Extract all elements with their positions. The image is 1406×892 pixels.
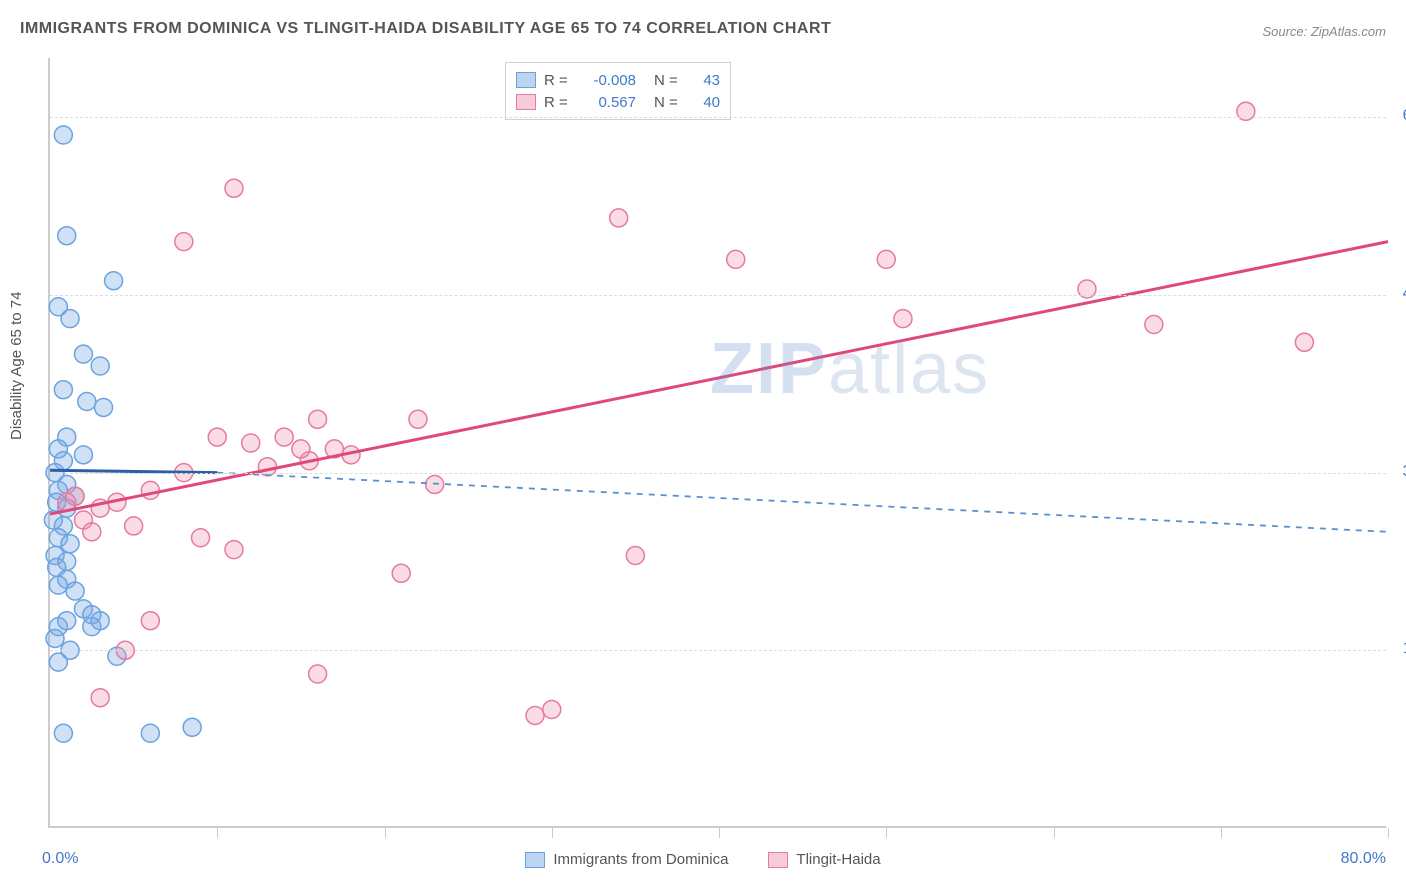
x-tick [1221, 828, 1222, 838]
data-point [225, 179, 243, 197]
y-tick-label: 30.0% [1403, 463, 1406, 481]
r-label: R = [544, 72, 572, 89]
source-attribution: Source: ZipAtlas.com [1262, 24, 1386, 39]
data-point [141, 612, 159, 630]
legend-row: R = -0.008 N = 43 [516, 69, 720, 91]
data-point [83, 618, 101, 636]
gridline [50, 650, 1386, 651]
data-point [74, 345, 92, 363]
data-point [877, 250, 895, 268]
data-point [225, 541, 243, 559]
legend-item: Immigrants from Dominica [525, 851, 728, 868]
x-tick [217, 828, 218, 838]
source-prefix: Source: [1262, 24, 1310, 39]
data-point [49, 653, 67, 671]
data-point [526, 706, 544, 724]
data-point [543, 701, 561, 719]
x-tick [552, 828, 553, 838]
legend-item: Tlingit-Haida [768, 851, 880, 868]
data-point [91, 357, 109, 375]
y-tick-label: 15.0% [1403, 640, 1406, 658]
data-point [105, 272, 123, 290]
legend-swatch [768, 852, 788, 868]
data-point [242, 434, 260, 452]
x-tick [385, 828, 386, 838]
legend-label: Immigrants from Dominica [553, 851, 728, 868]
data-point [91, 689, 109, 707]
data-point [309, 665, 327, 683]
data-point [392, 564, 410, 582]
data-point [54, 381, 72, 399]
data-point [192, 529, 210, 547]
gridline [50, 473, 1386, 474]
x-tick [886, 828, 887, 838]
n-value: 40 [690, 94, 720, 111]
plot-area: ZIPatlas R =-0.008N =43R =0.567N =40 15.… [48, 58, 1386, 828]
chart-title: IMMIGRANTS FROM DOMINICA VS TLINGIT-HAID… [20, 20, 831, 38]
data-point [78, 393, 96, 411]
x-tick [719, 828, 720, 838]
n-label: N = [654, 94, 682, 111]
y-tick-label: 45.0% [1403, 285, 1406, 303]
data-point [208, 428, 226, 446]
x-tick [1388, 828, 1389, 838]
data-point [95, 398, 113, 416]
legend-swatch [516, 94, 536, 110]
data-point [275, 428, 293, 446]
data-point [309, 410, 327, 428]
y-axis-title: Disability Age 65 to 74 [8, 292, 25, 440]
data-point [409, 410, 427, 428]
data-point [626, 547, 644, 565]
data-point [74, 446, 92, 464]
data-point [83, 523, 101, 541]
data-point [894, 310, 912, 328]
legend-label: Tlingit-Haida [796, 851, 880, 868]
data-point [61, 310, 79, 328]
data-point [183, 718, 201, 736]
y-tick-label: 60.0% [1403, 107, 1406, 125]
data-point [610, 209, 628, 227]
data-point [58, 612, 76, 630]
data-point [292, 440, 310, 458]
gridline [50, 295, 1386, 296]
legend-swatch [516, 72, 536, 88]
source-name: ZipAtlas.com [1311, 24, 1386, 39]
data-point [49, 576, 67, 594]
n-value: 43 [690, 72, 720, 89]
x-tick [1054, 828, 1055, 838]
data-point [1145, 316, 1163, 334]
chart-svg [50, 58, 1386, 826]
data-point [125, 517, 143, 535]
data-point [66, 582, 84, 600]
data-point [54, 126, 72, 144]
r-label: R = [544, 94, 572, 111]
data-point [727, 250, 745, 268]
data-point [54, 724, 72, 742]
trend-line [217, 473, 1388, 532]
data-point [141, 724, 159, 742]
legend-series: Immigrants from Dominica Tlingit-Haida [0, 851, 1406, 868]
legend-correlation: R = -0.008 N = 43 R = 0.567 N = 40 [505, 62, 731, 120]
data-point [175, 233, 193, 251]
n-label: N = [654, 72, 682, 89]
data-point [46, 629, 64, 647]
legend-swatch [525, 852, 545, 868]
data-point [58, 227, 76, 245]
gridline [50, 117, 1386, 118]
legend-row: R = 0.567 N = 40 [516, 91, 720, 113]
data-point [61, 535, 79, 553]
r-value: 0.567 [580, 94, 636, 111]
data-point [1295, 333, 1313, 351]
data-point [141, 481, 159, 499]
r-value: -0.008 [580, 72, 636, 89]
